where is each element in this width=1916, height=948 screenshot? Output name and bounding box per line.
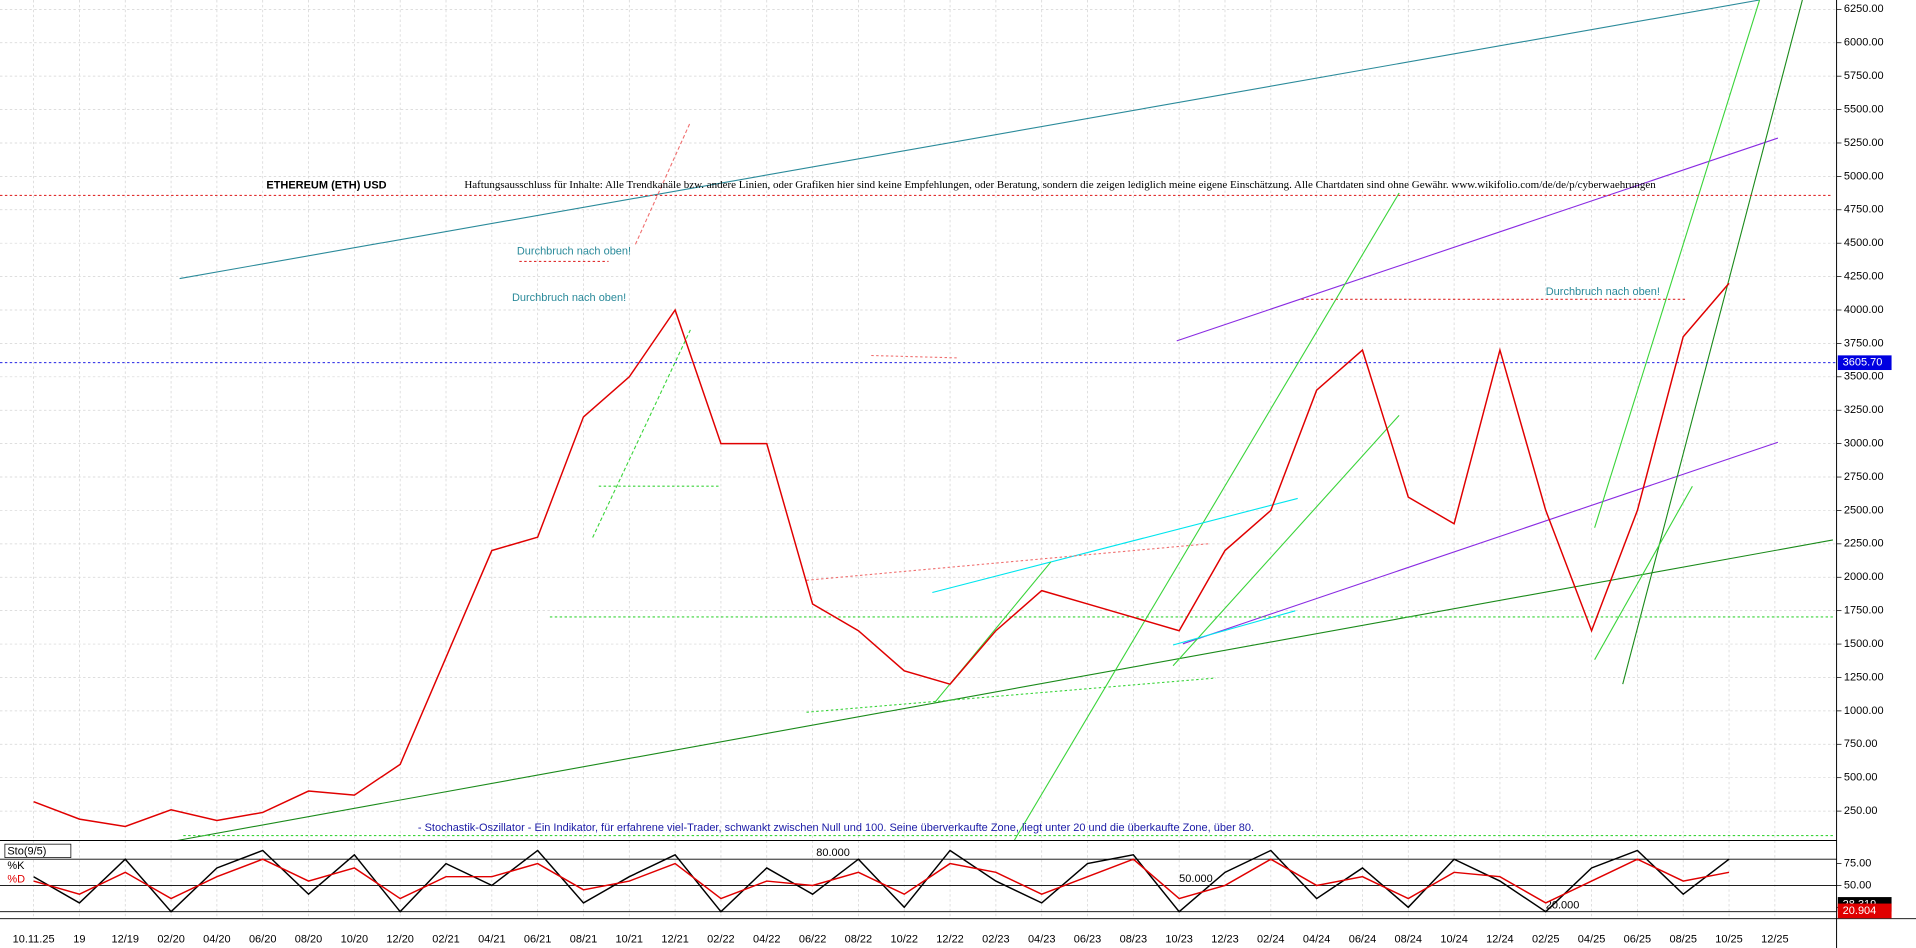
indicator-box	[4, 843, 72, 858]
y-tick-label: 4000.00	[1844, 304, 1884, 316]
x-tick-label: 12/19	[111, 933, 139, 945]
x-tick-label: 10/25	[1715, 933, 1743, 945]
annotation: Durchbruch nach oben!	[1546, 286, 1660, 298]
annotation: Durchbruch nach oben!	[517, 246, 631, 258]
x-tick-label: 08/25	[1669, 933, 1697, 945]
x-tick-label: 10.11.25	[13, 933, 55, 945]
y-tick-label: 5000.00	[1844, 170, 1884, 182]
x-tick-label: 02/21	[432, 933, 460, 945]
y-tick-label: 3250.00	[1844, 404, 1884, 416]
y-tick-label: 5500.00	[1844, 103, 1884, 115]
grid	[0, 0, 1837, 919]
y-tick-label: 2750.00	[1844, 471, 1884, 483]
x-tick-label: 08/24	[1395, 933, 1423, 945]
x-tick-label: 10/24	[1440, 933, 1468, 945]
x-tick-label: 08/21	[570, 933, 598, 945]
y-tick-label: 3750.00	[1844, 337, 1884, 349]
last-price-label: 3605.70	[1843, 357, 1883, 369]
x-tick-label: 08/23	[1120, 933, 1148, 945]
x-tick-label: 12/24	[1486, 933, 1514, 945]
indicator-description: - Stochastik-Oszillator - Ein Indikator,…	[418, 822, 1254, 834]
x-tick-label: 02/22	[707, 933, 735, 945]
x-tick-label: 02/23	[982, 933, 1010, 945]
x-tick-label: 12/21	[661, 933, 689, 945]
y-tick-label: 5750.00	[1844, 70, 1884, 82]
y-tick-label: 2500.00	[1844, 504, 1884, 516]
x-tick-label: 10/20	[341, 933, 369, 945]
y-tick-label: 250.00	[1844, 805, 1878, 817]
y-tick-label: 3000.00	[1844, 438, 1884, 450]
annotation: Durchbruch nach oben!	[512, 292, 626, 304]
y-tick-label: 6250.00	[1844, 3, 1884, 15]
y-tick-label: 2250.00	[1844, 538, 1884, 550]
disclaimer: Haftungsausschluss für Inhalte: Alle Tre…	[464, 179, 1656, 191]
x-tick-label: 06/21	[524, 933, 552, 945]
x-tick-label: 12/20	[386, 933, 414, 945]
y-tick-label: 1750.00	[1844, 605, 1884, 617]
last-value-box	[1837, 903, 1892, 919]
y-tick-label: 50.00	[1844, 879, 1872, 891]
y-tick-label: 1000.00	[1844, 705, 1884, 717]
y-tick-label: 1250.00	[1844, 671, 1884, 683]
x-tick-label: 02/24	[1257, 933, 1285, 945]
x-tick-label: 08/22	[845, 933, 873, 945]
last-value-label: 20.904	[1843, 905, 1877, 917]
x-tick-label: 04/22	[753, 933, 781, 945]
level-label: 80.000	[816, 847, 850, 859]
series-line	[33, 858, 1730, 904]
x-tick-label: 06/25	[1624, 933, 1652, 945]
y-tick-label: 75.00	[1844, 857, 1872, 869]
level-label: 20.000	[1546, 899, 1580, 911]
x-tick-label: 04/25	[1578, 933, 1606, 945]
y-tick-label: 4500.00	[1844, 237, 1884, 249]
x-tick-label: 02/20	[157, 933, 185, 945]
y-tick-label: 3500.00	[1844, 371, 1884, 383]
x-tick-label: 04/20	[203, 933, 231, 945]
trend-lines	[0, 0, 1834, 842]
y-tick-label: 500.00	[1844, 772, 1878, 784]
y-tick-label: 1500.00	[1844, 638, 1884, 650]
y-tick-label: 4250.00	[1844, 271, 1884, 283]
legend-label: %K	[7, 860, 25, 872]
x-tick-label: 10/22	[890, 933, 918, 945]
x-tick-label: 10/21	[616, 933, 644, 945]
y-tick-label: 750.00	[1844, 738, 1878, 750]
x-tick-label: 12/25	[1761, 933, 1789, 945]
y-tick-label: 4750.00	[1844, 204, 1884, 216]
x-tick-label: 06/23	[1074, 933, 1102, 945]
x-tick-label: 02/25	[1532, 933, 1560, 945]
x-tick-label: 10/23	[1165, 933, 1193, 945]
y-tick-label: 6000.00	[1844, 37, 1884, 49]
x-tick-label: 19	[73, 933, 85, 945]
x-tick-label: 12/23	[1211, 933, 1239, 945]
x-tick-label: 08/20	[295, 933, 323, 945]
legend-label: %D	[7, 873, 25, 885]
indicator-title: Sto(9/5)	[7, 845, 46, 857]
y-tick-label: 2000.00	[1844, 571, 1884, 583]
y-tick-label: 5250.00	[1844, 137, 1884, 149]
x-tick-label: 06/22	[799, 933, 827, 945]
x-tick-label: 06/24	[1349, 933, 1377, 945]
x-tick-label: 04/21	[478, 933, 506, 945]
chart-title: ETHEREUM (ETH) USD	[266, 180, 386, 192]
x-tick-label: 06/20	[249, 933, 277, 945]
x-tick-label: 04/23	[1028, 933, 1056, 945]
x-tick-label: 12/22	[936, 933, 964, 945]
level-label: 50.000	[1179, 873, 1213, 885]
series-line	[33, 282, 1730, 828]
x-tick-label: 04/24	[1303, 933, 1331, 945]
last-price-box	[1837, 355, 1892, 371]
